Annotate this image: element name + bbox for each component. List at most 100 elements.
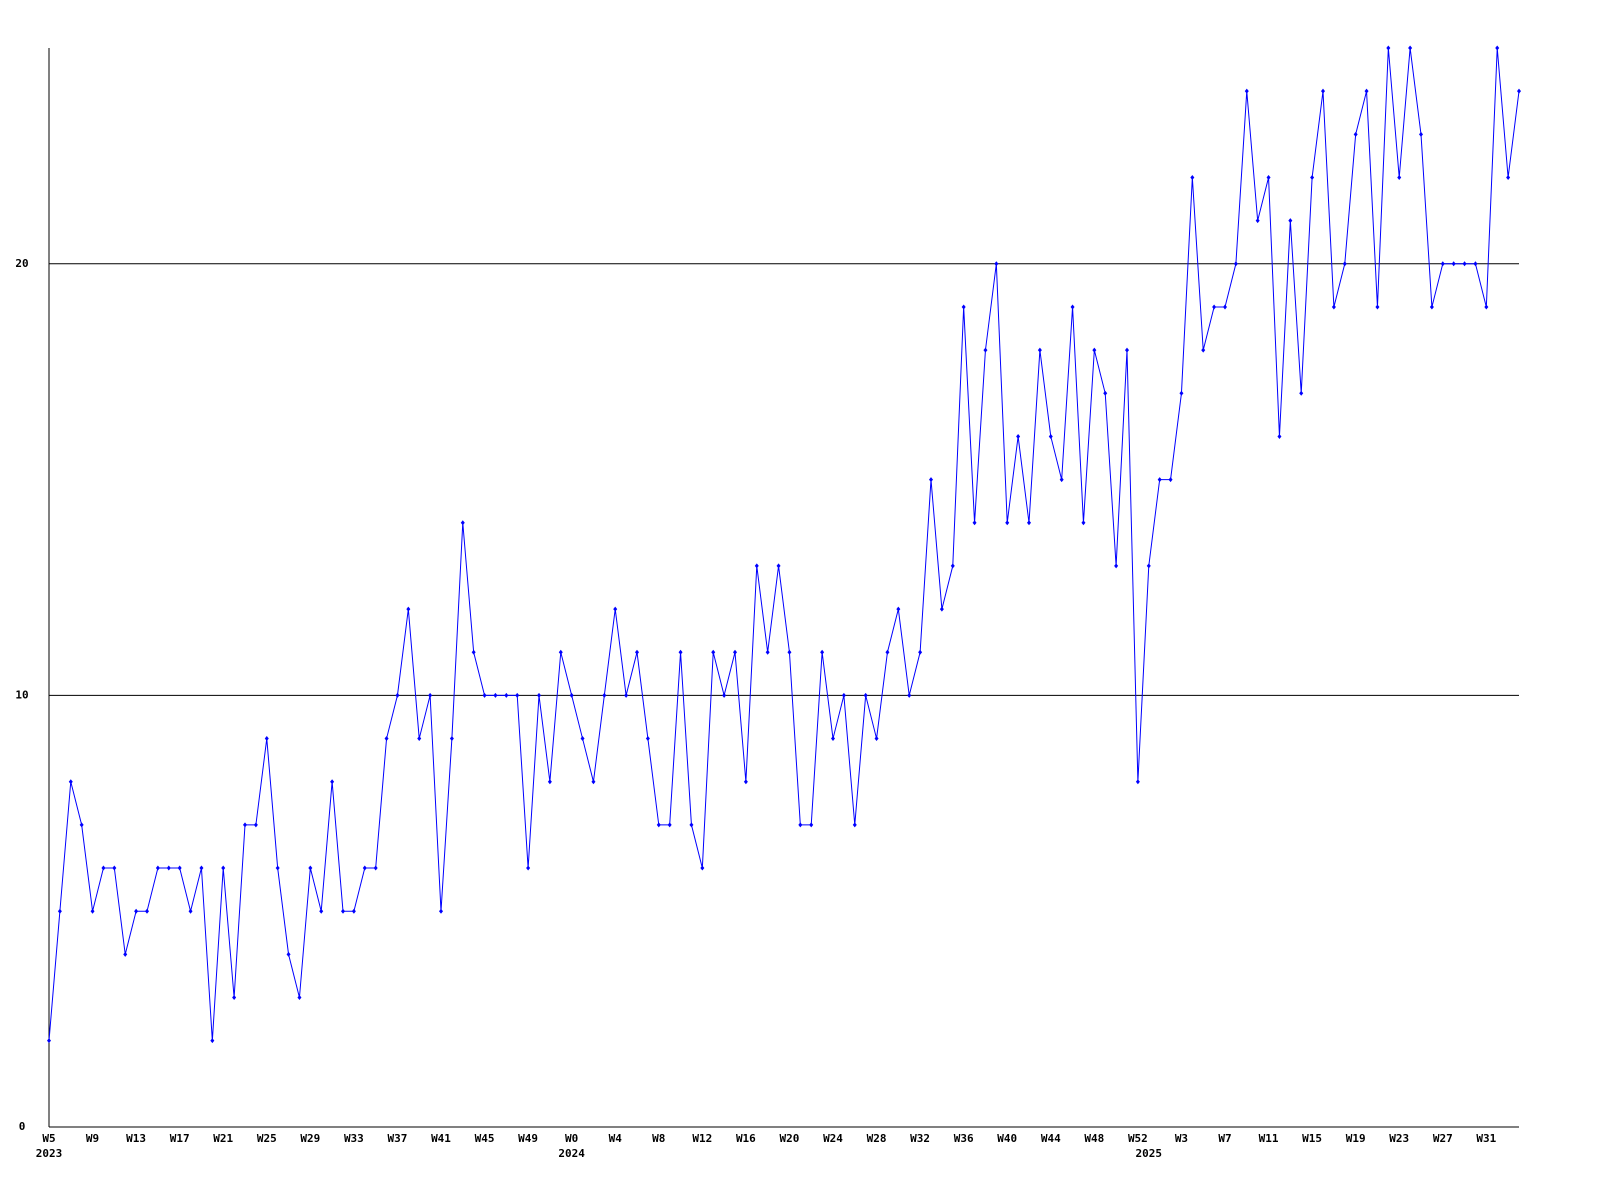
- data-point: [373, 865, 378, 871]
- data-point: [1244, 88, 1249, 94]
- x-tick-label: W45: [475, 1132, 495, 1145]
- data-point: [1419, 131, 1423, 137]
- data-point: [1386, 45, 1391, 51]
- data-point: [1081, 520, 1086, 526]
- data-point: [308, 865, 313, 871]
- x-tick-label: W27: [1433, 1132, 1453, 1145]
- data-point: [526, 865, 531, 871]
- data-point: [406, 606, 411, 612]
- data-point: [166, 865, 171, 871]
- data-point: [1408, 45, 1413, 51]
- data-point: [1190, 174, 1195, 180]
- data-point: [1016, 433, 1021, 439]
- data-point: [1059, 477, 1064, 483]
- x-tick-label: W9: [86, 1132, 99, 1145]
- data-point: [395, 692, 400, 698]
- data-point: [1103, 390, 1108, 396]
- data-point: [754, 563, 759, 569]
- data-point: [493, 692, 498, 698]
- data-point: [994, 261, 999, 267]
- data-point: [253, 822, 258, 828]
- data-point: [635, 649, 639, 655]
- data-point: [177, 865, 182, 871]
- x-tick-label: W11: [1259, 1132, 1279, 1145]
- data-point: [1353, 131, 1358, 137]
- data-point: [1462, 261, 1467, 267]
- data-point: [362, 865, 367, 871]
- data-point: [678, 649, 683, 655]
- data-point: [68, 779, 73, 785]
- data-point: [983, 347, 988, 353]
- x-tick-label: W24: [823, 1132, 843, 1145]
- data-point: [1310, 174, 1315, 180]
- data-point: [341, 908, 345, 914]
- data-point: [79, 822, 84, 828]
- data-point: [155, 865, 160, 871]
- x-tick-label: W19: [1346, 1132, 1366, 1145]
- data-point: [1157, 477, 1162, 483]
- x-tick-label: W49: [518, 1132, 538, 1145]
- x-tick-label: W23: [1389, 1132, 1409, 1145]
- data-point: [471, 649, 476, 655]
- data-point: [711, 649, 716, 655]
- data-point: [667, 822, 672, 828]
- data-point: [1255, 218, 1260, 224]
- data-point: [852, 822, 857, 828]
- data-point: [449, 736, 454, 742]
- data-point: [1168, 477, 1173, 483]
- data-point: [1299, 390, 1304, 396]
- data-point: [613, 606, 618, 612]
- x-tick-label: W44: [1041, 1132, 1061, 1145]
- data-point: [558, 649, 563, 655]
- data-point: [101, 865, 106, 871]
- x-tick-label: W16: [736, 1132, 756, 1145]
- x-tick-label: W32: [910, 1132, 930, 1145]
- x-tick-label: W52: [1128, 1132, 1148, 1145]
- x-tick-label: W36: [954, 1132, 974, 1145]
- data-point: [809, 822, 814, 828]
- data-point: [243, 822, 247, 828]
- data-point: [656, 822, 661, 828]
- data-point: [1027, 520, 1031, 526]
- data-point: [47, 1038, 51, 1044]
- data-point: [1397, 174, 1402, 180]
- data-point: [972, 520, 977, 526]
- x-tick-label: W37: [388, 1132, 408, 1145]
- data-point: [1364, 88, 1369, 94]
- data-point: [1070, 304, 1075, 310]
- data-point: [112, 865, 117, 871]
- data-point: [134, 908, 139, 914]
- data-point: [1005, 520, 1010, 526]
- data-point: [722, 692, 727, 698]
- data-point: [700, 865, 705, 871]
- data-point: [1135, 779, 1140, 785]
- data-point: [929, 477, 933, 483]
- x-tick-label: W28: [867, 1132, 887, 1145]
- x-year-label: 2025: [1136, 1147, 1163, 1160]
- data-point: [1037, 347, 1042, 353]
- data-point: [645, 736, 650, 742]
- data-point: [1517, 88, 1521, 94]
- data-point: [439, 908, 443, 914]
- data-point: [689, 822, 694, 828]
- data-point: [417, 736, 422, 742]
- data-point: [1473, 261, 1478, 267]
- data-point: [885, 649, 890, 655]
- data-point: [787, 649, 792, 655]
- data-point: [1277, 433, 1282, 439]
- x-tick-label: W17: [170, 1132, 190, 1145]
- data-point: [428, 692, 433, 698]
- x-tick-label: W13: [126, 1132, 146, 1145]
- data-point: [351, 908, 356, 914]
- x-tick-label: W3: [1175, 1132, 1188, 1145]
- y-tick-label: 0: [19, 1120, 26, 1133]
- x-tick-label: W33: [344, 1132, 364, 1145]
- y-tick-label: 20: [15, 257, 28, 270]
- x-year-label: 2024: [558, 1147, 585, 1160]
- data-point: [275, 865, 280, 871]
- data-point: [286, 951, 291, 957]
- data-point: [1451, 261, 1456, 267]
- x-tick-label: W40: [997, 1132, 1017, 1145]
- data-point: [1125, 347, 1129, 353]
